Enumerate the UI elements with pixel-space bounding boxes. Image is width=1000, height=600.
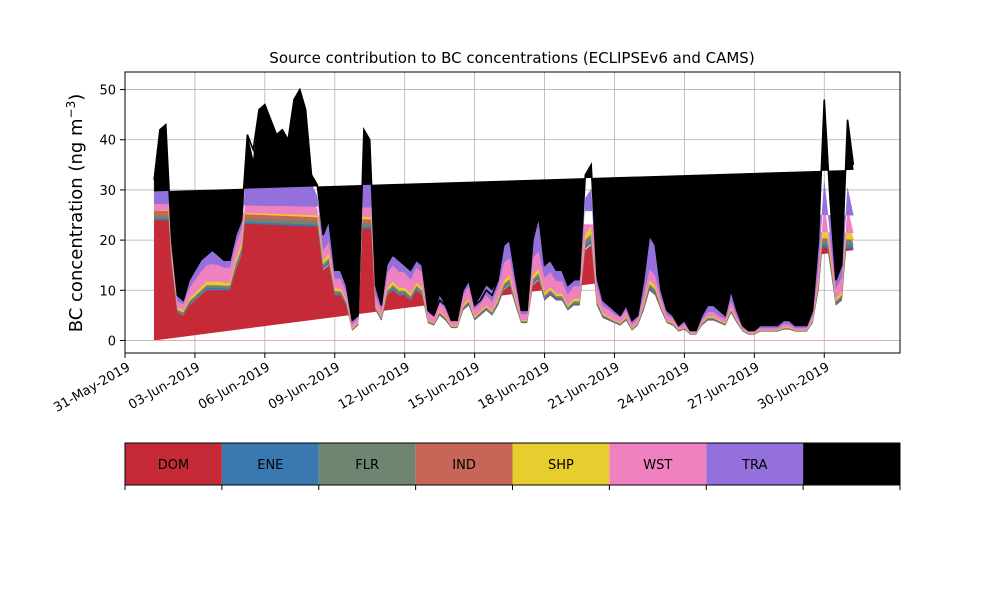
legend-swatch-ind — [415, 443, 513, 485]
plot-area — [124, 71, 901, 354]
y-tick-label-0: 0 — [108, 334, 116, 349]
y-axis: 0 10 20 30 40 50 — [99, 84, 125, 349]
legend-swatch-ene — [221, 443, 319, 485]
y-tick-label-4: 40 — [99, 134, 116, 149]
legend-swatch-tra — [706, 443, 804, 485]
legend-swatch-flr — [318, 443, 416, 485]
total-outline — [153, 87, 855, 332]
legend-label-dom: DOM — [158, 458, 189, 473]
chart-title: Source contribution to BC concentrations… — [269, 49, 754, 67]
y-tick-label-5: 50 — [99, 84, 116, 99]
legend-label-tra: TRA — [741, 458, 767, 473]
legend-label-shp: SHP — [548, 458, 574, 473]
y-tick-label-2: 20 — [99, 234, 116, 249]
legend-swatch-dom — [125, 443, 222, 485]
y-tick-label-3: 30 — [99, 184, 116, 199]
y-axis-label: BC concentration (ng m−3) — [64, 94, 87, 333]
stacked-areas — [153, 89, 877, 341]
legend-label-wst: WST — [643, 458, 672, 473]
legend-label-ene: ENE — [257, 458, 283, 473]
legend-swatch-bb — [803, 443, 900, 485]
legend-label-ind: IND — [452, 458, 476, 473]
legend-swatch-wst — [609, 443, 707, 485]
legend-label-flr: FLR — [355, 458, 379, 473]
y-tick-label-1: 10 — [99, 284, 116, 299]
legend-swatch-shp — [512, 443, 610, 485]
legend-label-bb: BB — [843, 458, 861, 473]
legend-colorbar: DOM ENE FLR IND SHP WST TRA BB — [124, 442, 901, 490]
